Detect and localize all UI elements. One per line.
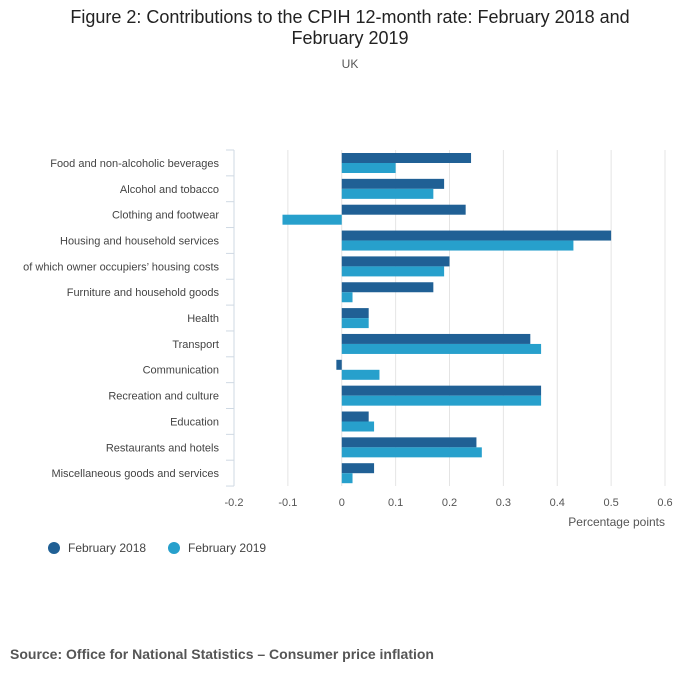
bar-february-2018 (336, 359, 342, 370)
chart-title: Figure 2: Contributions to the CPIH 12-m… (70, 7, 630, 48)
bar-february-2019 (341, 292, 353, 303)
x-tick-label: 0 (339, 497, 345, 509)
legend-item-february-2019[interactable]: February 2019 (168, 541, 266, 555)
x-tick-label: 0.5 (603, 497, 618, 509)
category-label: Communication (143, 365, 219, 377)
bar-february-2019 (341, 318, 369, 329)
bar-february-2019 (341, 447, 482, 458)
x-tick-label: 0.3 (496, 497, 511, 509)
category-label: Furniture and household goods (67, 287, 220, 299)
bar-february-2018 (341, 411, 369, 422)
bar-february-2019 (341, 163, 396, 173)
bar-february-2018 (341, 256, 450, 267)
bar-february-2018 (341, 463, 375, 474)
bar-february-2018 (341, 230, 612, 241)
bar-february-2019 (341, 343, 542, 354)
category-label: Restaurants and hotels (106, 442, 220, 454)
x-tick-label: 0.6 (657, 497, 672, 509)
bar-february-2018 (341, 385, 542, 396)
bar-february-2019 (341, 395, 542, 406)
bar-february-2018 (341, 308, 369, 319)
x-tick-label: 0.4 (550, 497, 565, 509)
legend-item-february-2018[interactable]: February 2018 (48, 541, 146, 555)
legend-dot-icon (168, 542, 181, 554)
x-tick-label: -0.1 (278, 497, 297, 509)
category-label: Food and non-alcoholic beverages (50, 158, 219, 170)
legend-label: February 2018 (68, 541, 147, 555)
bar-february-2018 (341, 282, 434, 293)
bar-february-2019 (341, 188, 434, 199)
category-label: Health (187, 313, 219, 325)
bar-february-2019 (282, 214, 342, 225)
category-label: Transport (172, 339, 219, 351)
category-label: Miscellaneous goods and services (51, 468, 219, 480)
bar-february-2019 (341, 421, 375, 432)
bar-chart: -0.2 -0.1 0 0.1 0.2 0.3 0.4 0.5 0.6 Food and non-… (23, 149, 673, 529)
source-note: Source: Office for National Statistics –… (10, 646, 434, 662)
bar-february-2019 (341, 266, 445, 277)
bar-february-2019 (341, 473, 353, 484)
category-label: Clothing and footwear (112, 210, 219, 222)
bar-february-2018 (341, 333, 531, 344)
legend: February 2018 February 2019 (48, 541, 266, 555)
bar-february-2018 (341, 153, 472, 163)
x-tick-label: 0.2 (442, 497, 457, 509)
x-axis-label: Percentage points (568, 515, 665, 529)
legend-label: February 2019 (188, 541, 267, 555)
bar-february-2018 (341, 204, 466, 215)
category-label: of which owner occupiers’ housing costs (23, 261, 219, 273)
bar-february-2019 (341, 240, 574, 251)
category-label: Recreation and culture (108, 391, 219, 403)
bar-february-2018 (341, 178, 445, 189)
x-tick-label: -0.2 (225, 497, 244, 509)
x-tick-label: 0.1 (388, 497, 403, 509)
bar-february-2018 (341, 437, 477, 448)
bar-february-2019 (341, 369, 380, 380)
category-label: Education (170, 416, 219, 428)
legend-dot-icon (48, 542, 60, 554)
category-label: Alcohol and tobacco (120, 184, 219, 196)
chart-subtitle: UK (341, 57, 359, 71)
category-label: Housing and household services (60, 235, 219, 247)
